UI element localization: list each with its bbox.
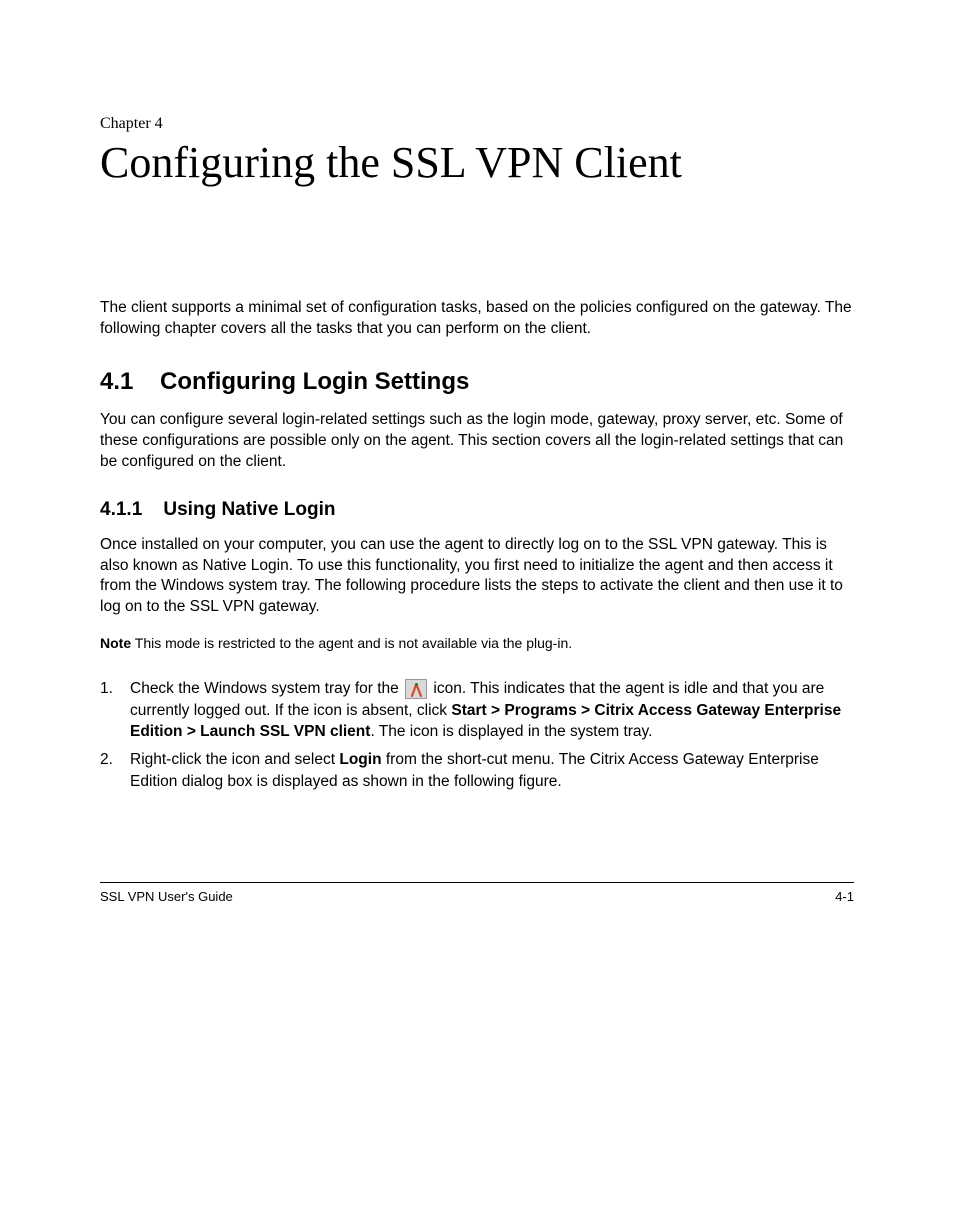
section-4-1-body: You can configure several login-related … xyxy=(100,410,854,473)
list-item: Right-click the icon and select Login fr… xyxy=(100,749,854,792)
section-heading-4-1: 4.1 Configuring Login Settings xyxy=(100,368,854,396)
section-title: Configuring Login Settings xyxy=(160,368,469,395)
footer-right: 4-1 xyxy=(835,889,854,904)
step-2-text-pre: Right-click the icon and select xyxy=(130,751,339,768)
step-2-bold: Login xyxy=(339,751,381,768)
subsection-number: 4.1.1 xyxy=(100,499,142,520)
chapter-label: Chapter 4 xyxy=(100,115,854,133)
subsection-heading-4-1-1: 4.1.1 Using Native Login xyxy=(100,499,854,521)
page-footer: SSL VPN User's Guide 4-1 xyxy=(100,889,854,904)
intro-paragraph: The client supports a minimal set of con… xyxy=(100,298,854,340)
chapter-title: Configuring the SSL VPN Client xyxy=(100,137,854,188)
step-1-tail: . The icon is displayed in the system tr… xyxy=(370,723,652,740)
list-item: Check the Windows system tray for the ic… xyxy=(100,678,854,743)
subsection-4-1-1-body: Once installed on your computer, you can… xyxy=(100,535,854,619)
note-paragraph: Note This mode is restricted to the agen… xyxy=(100,634,854,654)
subsection-title: Using Native Login xyxy=(163,499,335,520)
citrix-tray-icon xyxy=(405,679,427,699)
note-text: This mode is restricted to the agent and… xyxy=(131,635,572,651)
section-number: 4.1 xyxy=(100,368,133,395)
footer-left: SSL VPN User's Guide xyxy=(100,889,233,904)
footer-rule xyxy=(100,882,854,883)
procedure-list: Check the Windows system tray for the ic… xyxy=(100,678,854,792)
step-1-text-pre: Check the Windows system tray for the xyxy=(130,680,403,697)
note-label: Note xyxy=(100,635,131,651)
